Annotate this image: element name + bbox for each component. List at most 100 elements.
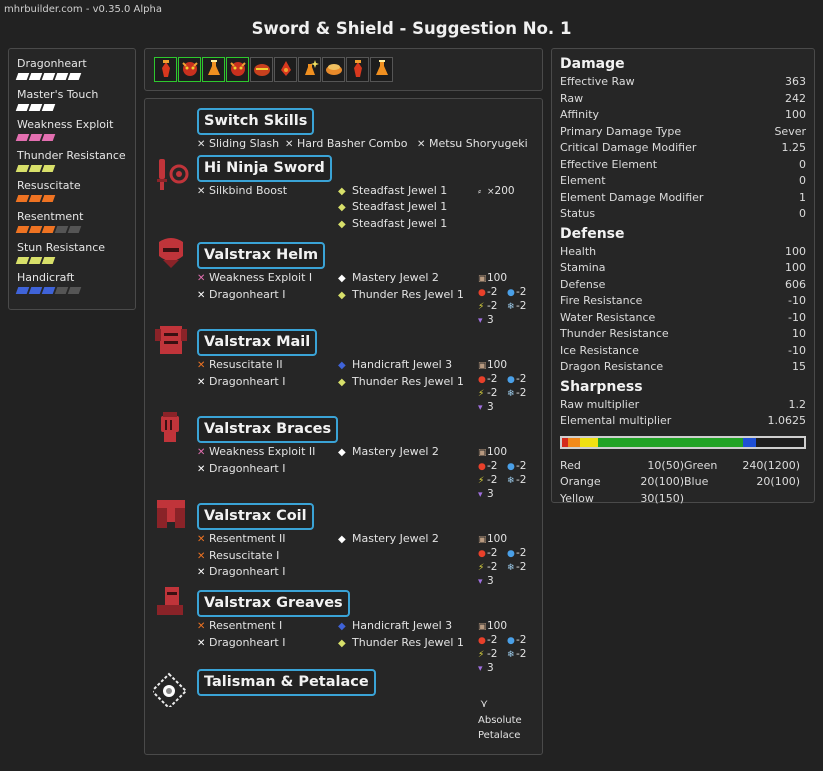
skill-level-pips [15,134,127,142]
decoration-slot[interactable] [274,57,297,82]
dragon-res-icon: ▾ [478,403,483,413]
ice-res-value: -2 [516,387,527,399]
armor-jewel: ◆ Thunder Res Jewel 1 [338,374,464,390]
stat-value: 0 [799,207,806,220]
decoration-slot[interactable] [154,57,177,82]
defense-section-title: Defense [560,225,625,242]
dragon-res: ▾ 3 [478,400,494,414]
skill-level-pip [41,195,56,203]
sharpness-segment [580,437,599,447]
stat-value: 1.25 [781,141,807,154]
stat-value: 100 [785,261,806,274]
fire-res-value: -2 [487,547,498,559]
fire-res: ●-2 [478,285,497,299]
orange-flask-icon [372,58,392,82]
skill-level-pip [41,73,56,80]
stat-label: Raw [560,91,584,105]
decoration-slot[interactable] [322,57,345,82]
defense-stat-icon: ▣ [478,622,487,632]
defense-stat: ▣100 [478,532,507,546]
armor-name[interactable]: Valstrax Mail [197,329,318,356]
dragon-res-icon: ▾ [478,316,483,326]
weapon-jewel-3: ◆ Steadfast Jewel 1 [338,217,448,230]
stat-label: Primary Damage Type [560,124,682,138]
weapon-sharpness-stat: ⸗ ×200 [478,185,515,197]
armor-jewel: ◆ Thunder Res Jewel 1 [338,635,464,651]
fire-res-icon: ● [478,288,486,298]
fire-res-icon: ● [478,636,486,646]
defense-stat-icon: ▣ [478,535,487,545]
stat-row: Stamina 100 [560,260,806,277]
sharpness-level-value: 30(150) [640,491,684,505]
skills-summary-panel: Dragonheart Master's Touch Weakness Exploi… [8,48,136,310]
skill-level-pip [41,164,56,172]
stat-row: Status 0 [560,206,806,223]
water-res-icon: ● [507,636,515,646]
decoration-slot[interactable] [202,57,225,82]
coil-icon [153,497,189,537]
red-helmet-icon [252,58,272,82]
dragon-res-icon: ▾ [478,577,483,587]
stat-label: Health [560,244,597,258]
sharpness-level-value: 20(100) [756,475,800,488]
stat-row: Water Resistance -10 [560,310,806,327]
decoration-slot[interactable] [226,57,249,82]
decorations-panel [144,48,543,91]
skill-level-pip [28,195,43,203]
water-res-value: -2 [516,373,527,385]
fire-res: ●-2 [478,633,497,647]
skill-level-pips [15,195,127,203]
skill-level-pip [28,256,43,264]
armor-skill-label: Dragonheart I [209,461,286,475]
stat-row: Primary Damage Type Sever [560,124,806,141]
weapon-name[interactable]: Hi Ninja Sword [197,155,332,182]
decoration-slot[interactable] [298,57,321,82]
skill-summary-name: Resentment [17,209,84,223]
armor-name[interactable]: Valstrax Greaves [197,590,350,617]
armor-name[interactable]: Valstrax Braces [197,416,339,443]
dragon-res: ▾ 3 [478,574,494,588]
stat-value: 242 [785,91,806,105]
sharpness-segment [743,437,756,447]
stat-value: 1 [799,190,806,204]
water-res-icon: ● [507,288,515,298]
defense-stats-list: Health 100 Stamina 100 Defense 606 Fire Resist… [560,244,806,376]
defense-stat-value: 100 [487,272,508,284]
armor-name[interactable]: Valstrax Helm [197,242,326,269]
armor-name[interactable]: Valstrax Coil [197,503,314,530]
stat-label: Effective Element [560,157,658,171]
thunder-res: ⚡ -2 [478,560,497,574]
sharpness-segment [598,437,744,447]
armor-skill-label: Dragonheart I [209,635,286,649]
skill-level-pip [15,164,30,172]
skill-level-pip [41,287,56,295]
helm-icon [153,236,189,276]
decoration-slot[interactable] [370,57,393,82]
orange-sparkle-flask-icon [300,58,320,82]
switch-skills-header[interactable]: Switch Skills [197,108,315,135]
decoration-slot[interactable] [346,57,369,82]
defense-stat: ▣100 [478,445,507,459]
ice-res-value: -2 [516,474,527,486]
fire-res-icon: ● [478,462,486,472]
skill-level-pip [15,134,30,142]
skill-level-pip [54,287,69,295]
talisman-name[interactable]: Talisman & Petalace [197,669,376,696]
skill-level-pip [15,287,30,295]
armor-jewel: ◆ Mastery Jewel 2 [338,444,439,460]
jewel-gem-icon: ◆ [338,534,346,545]
skill-summary-row: Thunder Resistance [15,149,127,180]
armor-skill-label: Dragonheart I [209,287,286,301]
stat-value: Sever [774,124,806,138]
stat-row: Affinity 100 [560,107,806,124]
dragon-res: ▾ 3 [478,661,494,675]
decoration-list [154,57,393,82]
fire-res-value: -2 [487,373,498,385]
decoration-slot[interactable] [178,57,201,82]
stat-label: Thunder Resistance [560,327,669,340]
decoration-slot[interactable] [250,57,273,82]
skill-summary-row: Stun Resistance [15,241,127,272]
stat-value: 363 [785,75,806,88]
armor-jewel-label: Mastery Jewel 2 [352,532,439,545]
sharpness-segment [568,437,581,447]
